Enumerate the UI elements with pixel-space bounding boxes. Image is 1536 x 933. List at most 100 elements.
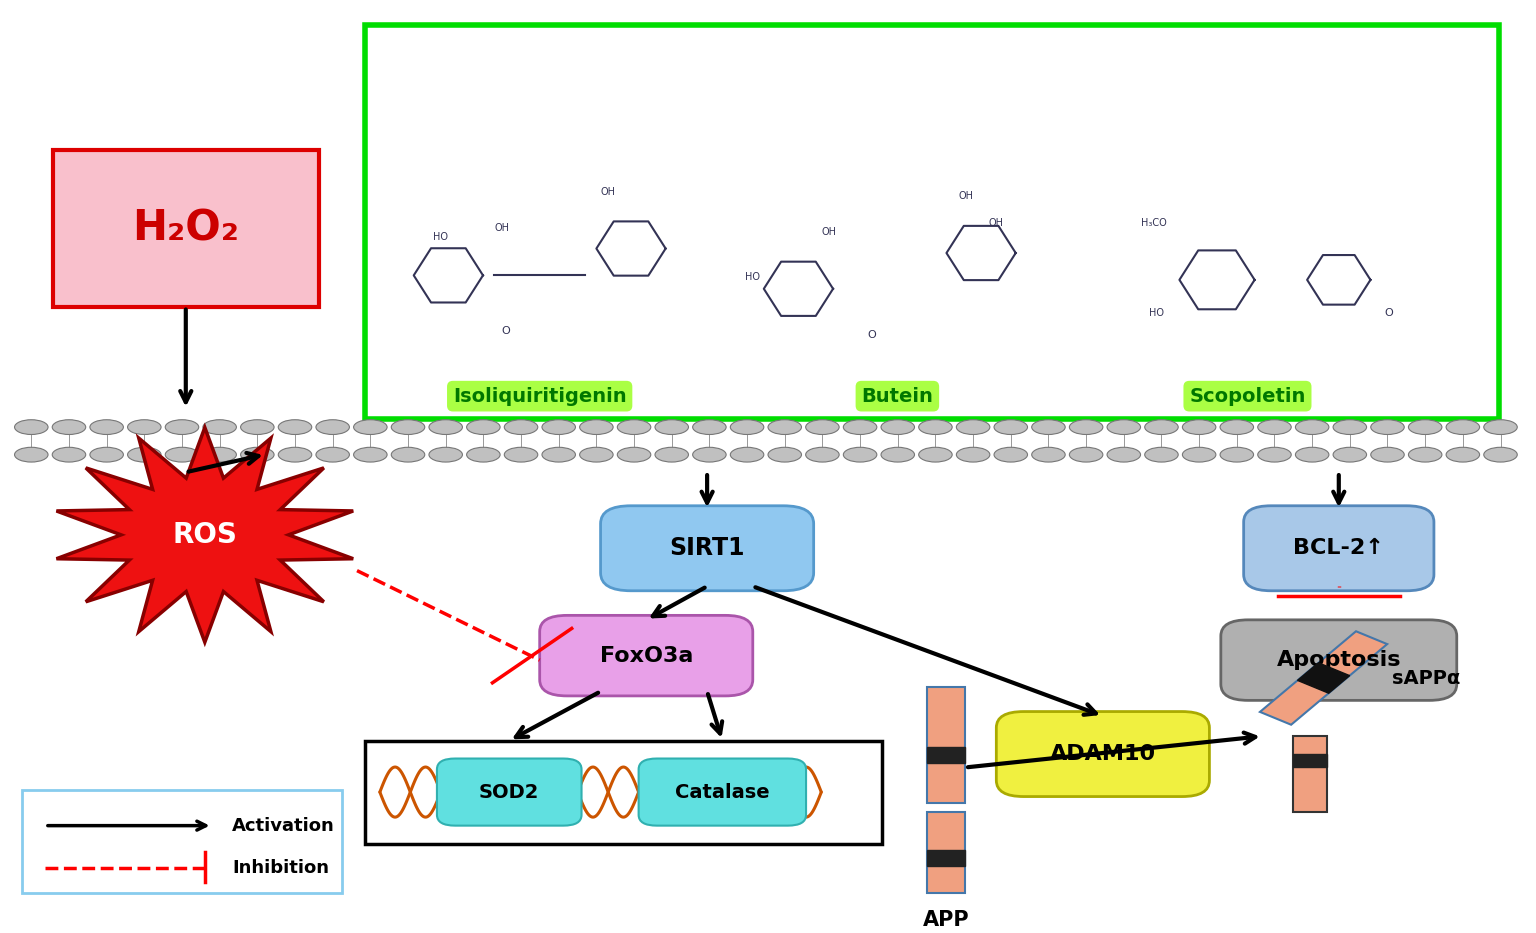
Ellipse shape [730, 420, 763, 435]
Text: H₂O₂: H₂O₂ [132, 207, 240, 249]
Ellipse shape [1409, 447, 1442, 462]
Ellipse shape [693, 447, 727, 462]
Ellipse shape [316, 420, 349, 435]
Text: ROS: ROS [172, 521, 237, 549]
Ellipse shape [1295, 420, 1329, 435]
Ellipse shape [730, 447, 763, 462]
Ellipse shape [882, 447, 914, 462]
Text: Apoptosis: Apoptosis [1276, 650, 1401, 670]
Ellipse shape [1370, 420, 1404, 435]
Text: OH: OH [989, 218, 1003, 229]
Ellipse shape [1220, 420, 1253, 435]
Ellipse shape [467, 420, 501, 435]
Bar [928, 747, 965, 763]
Text: OH: OH [601, 187, 616, 197]
Ellipse shape [1445, 447, 1479, 462]
Bar [928, 813, 965, 893]
Bar [364, 25, 1499, 419]
Ellipse shape [127, 447, 161, 462]
Ellipse shape [693, 420, 727, 435]
Ellipse shape [994, 420, 1028, 435]
Text: H₃CO: H₃CO [1141, 218, 1167, 229]
Text: FoxO3a: FoxO3a [599, 646, 693, 665]
Ellipse shape [278, 447, 312, 462]
Ellipse shape [392, 420, 425, 435]
Text: OH: OH [822, 227, 836, 237]
Ellipse shape [1370, 447, 1404, 462]
Ellipse shape [806, 420, 839, 435]
Ellipse shape [957, 447, 989, 462]
Ellipse shape [14, 420, 48, 435]
Ellipse shape [768, 447, 802, 462]
Text: sAPPα: sAPPα [1392, 669, 1461, 688]
Text: Butein: Butein [862, 386, 934, 406]
Ellipse shape [617, 447, 651, 462]
Ellipse shape [91, 447, 123, 462]
Ellipse shape [1144, 447, 1178, 462]
Text: Activation: Activation [232, 816, 335, 835]
Bar [1293, 736, 1327, 813]
Ellipse shape [1258, 420, 1292, 435]
Ellipse shape [843, 420, 877, 435]
Ellipse shape [1220, 447, 1253, 462]
FancyBboxPatch shape [1244, 506, 1435, 591]
Polygon shape [1260, 632, 1387, 725]
Ellipse shape [1183, 420, 1217, 435]
Bar [52, 150, 319, 307]
Text: HO: HO [1149, 308, 1164, 317]
Ellipse shape [919, 447, 952, 462]
Text: HO: HO [433, 231, 449, 242]
Ellipse shape [1183, 447, 1217, 462]
Ellipse shape [241, 420, 273, 435]
Ellipse shape [579, 420, 613, 435]
Ellipse shape [316, 447, 349, 462]
Text: ADAM10: ADAM10 [1049, 744, 1157, 764]
Text: APP: APP [923, 910, 969, 929]
Ellipse shape [1032, 447, 1064, 462]
Ellipse shape [1333, 447, 1367, 462]
Bar [928, 850, 965, 866]
Ellipse shape [654, 420, 688, 435]
Text: O: O [502, 326, 510, 336]
Bar [364, 741, 882, 843]
Ellipse shape [392, 447, 425, 462]
Ellipse shape [52, 420, 86, 435]
Bar [928, 687, 965, 803]
FancyBboxPatch shape [601, 506, 814, 591]
Ellipse shape [542, 420, 576, 435]
Ellipse shape [14, 447, 48, 462]
Ellipse shape [1107, 420, 1141, 435]
Ellipse shape [1107, 447, 1141, 462]
Ellipse shape [429, 420, 462, 435]
Text: BCL-2↑: BCL-2↑ [1293, 538, 1384, 558]
Ellipse shape [278, 420, 312, 435]
Ellipse shape [542, 447, 576, 462]
Ellipse shape [353, 420, 387, 435]
Ellipse shape [166, 420, 198, 435]
Text: Isoliquiritigenin: Isoliquiritigenin [453, 386, 627, 406]
Ellipse shape [127, 420, 161, 435]
Ellipse shape [1484, 447, 1518, 462]
Ellipse shape [1069, 420, 1103, 435]
Text: Catalase: Catalase [674, 783, 770, 801]
Ellipse shape [504, 420, 538, 435]
Ellipse shape [1032, 420, 1064, 435]
Text: HO: HO [745, 272, 760, 282]
Ellipse shape [882, 420, 914, 435]
Ellipse shape [1144, 420, 1178, 435]
Ellipse shape [768, 420, 802, 435]
Ellipse shape [654, 447, 688, 462]
Ellipse shape [617, 420, 651, 435]
FancyBboxPatch shape [436, 759, 582, 826]
Polygon shape [1298, 662, 1350, 693]
Ellipse shape [1445, 420, 1479, 435]
Ellipse shape [1333, 420, 1367, 435]
Ellipse shape [843, 447, 877, 462]
Ellipse shape [994, 447, 1028, 462]
Ellipse shape [241, 447, 273, 462]
Ellipse shape [1484, 420, 1518, 435]
Text: SIRT1: SIRT1 [670, 536, 745, 560]
Text: SOD2: SOD2 [479, 783, 539, 801]
Ellipse shape [91, 420, 123, 435]
Text: Inhibition: Inhibition [232, 858, 329, 877]
